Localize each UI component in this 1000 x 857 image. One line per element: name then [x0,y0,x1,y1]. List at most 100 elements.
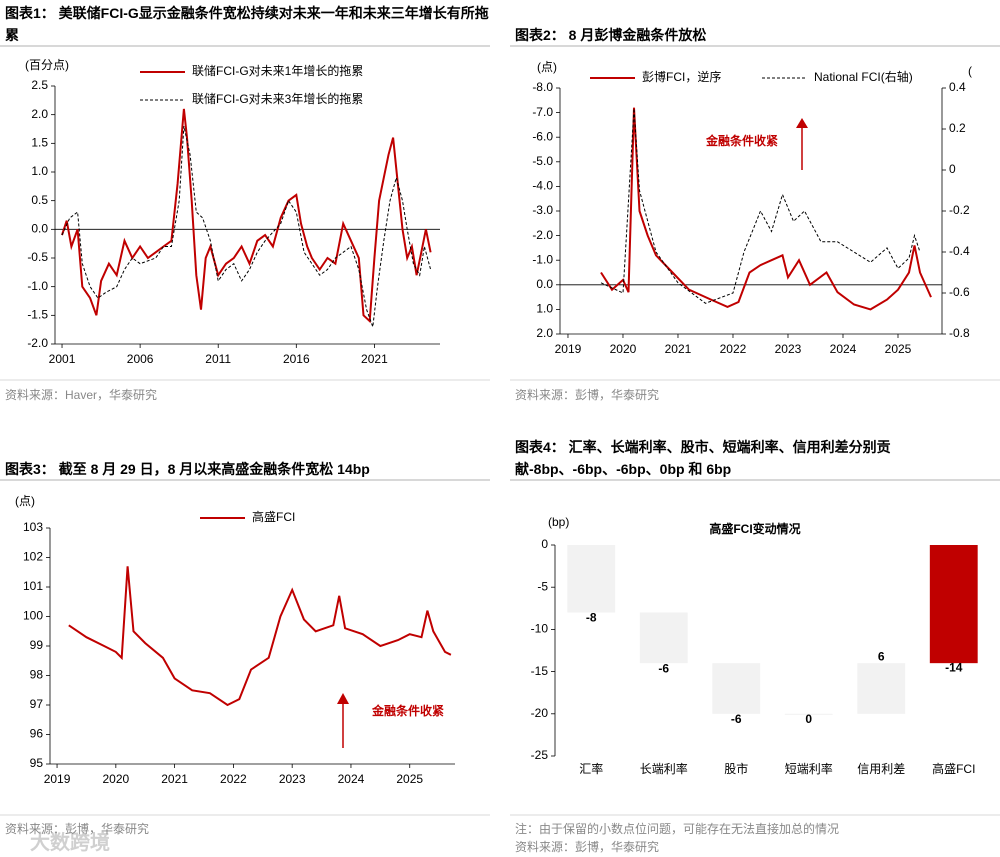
y-tick-label: 97 [30,697,44,711]
x-tick-label: 2025 [396,772,423,786]
x-tick-label: 2021 [161,772,188,786]
bar [929,545,978,664]
source: 资料来源：彭博，华泰研究 [5,822,150,836]
x-tick-label: 2001 [49,352,76,366]
series-line [600,107,932,311]
y-unit: (bp) [548,515,569,529]
y-tick-label: 2.0 [536,326,553,340]
y-tick-label: -1.0 [532,252,553,266]
bar [712,663,761,714]
y-tick-label: -15 [531,664,549,678]
y-tick-label: 98 [30,668,44,682]
x-tick-label: 2016 [283,352,310,366]
y2-unit: ( [968,64,972,78]
y-tick-label: 0.0 [536,277,553,291]
x-tick-label: 2022 [220,772,247,786]
y-tick-label: 0.0 [31,222,48,236]
arrow-head [337,693,349,704]
value-label: -6 [731,712,742,726]
x-tick-label: 2019 [44,772,71,786]
x-tick-label: 股市 [724,761,748,776]
x-tick-label: 汇率 [579,761,603,776]
y2-tick-label: 0.2 [949,121,966,135]
x-tick-label: 长端利率 [640,761,688,776]
y-tick-label: 103 [23,520,43,534]
watermark: 大数跨境 [30,832,110,854]
x-tick-label: 2023 [775,342,802,356]
arrow-head [796,118,808,128]
bar [857,663,906,714]
source: 资料来源：彭博，华泰研究 [515,388,660,402]
y-tick-label: -6.0 [532,129,553,143]
y-tick-label: 100 [23,609,43,623]
caption: 图表1： 美联储FCI-G显示金融条件宽松持续对未来一年和未来三年增长有所拖累 [5,5,489,43]
x-tick-label: 2006 [127,352,154,366]
x-tick-label: 短端利率 [785,761,833,776]
bar [784,713,833,715]
x-tick-label: 2025 [885,342,912,356]
y-tick-label: -1.0 [27,279,48,293]
x-tick-label: 2020 [102,772,129,786]
series-line [61,125,432,327]
source: 资料来源：Haver，华泰研究 [5,388,158,402]
caption: 图表3： 截至 8 月 29 日，8 月以来高盛金融条件宽松 14bp [5,461,370,477]
x-tick-label: 信用利差 [857,762,905,776]
y-tick-label: -7.0 [532,105,553,119]
x-tick-label: 2011 [205,352,231,366]
y-unit: (点) [537,60,557,74]
y-tick-label: -3.0 [532,203,553,217]
y-unit: (百分点) [25,58,69,72]
y-unit: (点) [15,494,35,508]
bar [567,545,616,613]
y-tick-label: -0.5 [27,250,48,264]
source: 资料来源：彭博，华泰研究 [515,840,660,854]
value-label: -14 [945,660,963,674]
series-line [61,108,432,324]
y-tick-label: -25 [531,748,549,762]
y-tick-label: -4.0 [532,179,553,193]
x-tick-label: 2022 [720,342,747,356]
value-label: 0 [805,712,812,726]
legend-label: 高盛FCI [252,509,295,524]
x-tick-label: 高盛FCI [932,761,975,776]
bar [639,612,688,664]
value-label: -8 [586,611,597,625]
y-tick-label: -5.0 [532,154,553,168]
y-tick-label: 0 [541,537,548,551]
value-label: 6 [878,649,885,663]
y2-tick-label: 0 [949,162,956,176]
series-line [68,566,452,707]
y-tick-label: 2.5 [31,78,48,92]
x-tick-label: 2023 [279,772,306,786]
y2-tick-label: -0.6 [949,285,970,299]
legend-label: 联储FCI-G对未来3年增长的拖累 [192,91,363,106]
y-tick-label: 1.0 [536,302,553,316]
y2-tick-label: -0.8 [949,326,970,340]
y2-tick-label: -0.2 [949,203,970,217]
chart-title: 高盛FCI变动情况 [709,521,800,536]
y-tick-label: 101 [23,579,43,593]
y-tick-label: 96 [30,727,44,741]
caption: 图表4： 汇率、长端利率、股市、短端利率、信用利差分别贡献-8bp、-6bp、-… [515,439,891,477]
annotation: 金融条件收紧 [706,134,779,148]
legend-label: 联储FCI-G对未来1年增长的拖累 [192,63,363,78]
y-tick-label: 99 [30,638,44,652]
y-tick-label: -8.0 [532,80,553,94]
legend-label: National FCI(右轴) [814,69,913,84]
y-tick-label: -2.0 [532,228,553,242]
y-tick-label: 102 [23,550,43,564]
value-label: -6 [658,661,669,675]
x-tick-label: 2019 [555,342,582,356]
note: 注：由于保留的小数点位问题，可能存在无法直接加总的情况 [515,822,840,836]
y-tick-label: -1.5 [27,308,48,322]
y2-tick-label: -0.4 [949,244,970,258]
x-tick-label: 2024 [338,772,365,786]
y-tick-label: 0.5 [31,193,48,207]
x-tick-label: 2021 [665,342,692,356]
x-tick-label: 2021 [361,352,388,366]
caption: 图表2： 8 月彭博金融条件放松 [515,27,707,43]
annotation: 金融条件收紧 [372,704,445,718]
y-tick-label: 1.5 [31,136,48,150]
